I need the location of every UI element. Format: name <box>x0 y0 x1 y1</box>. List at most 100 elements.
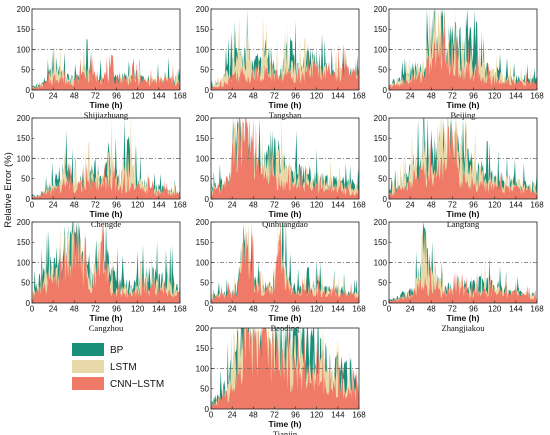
x-tick-label: 96 <box>291 92 300 101</box>
y-tick-label: 200 <box>196 5 210 14</box>
y-tick-label: 150 <box>374 238 388 247</box>
x-tick-label: 96 <box>112 201 121 210</box>
series-area-cnnlstm <box>389 9 537 90</box>
y-tick-label: 150 <box>196 134 210 143</box>
y-tick-label: 200 <box>17 5 31 14</box>
y-tick-label: 0 <box>205 86 210 95</box>
series-area-cnnlstm <box>32 156 180 199</box>
x-tick-label: 72 <box>91 92 100 101</box>
x-tick-label: 24 <box>228 411 237 420</box>
x-tick-label: 0 <box>387 92 392 101</box>
x-tick-label: 24 <box>228 92 237 101</box>
y-tick-label: 200 <box>196 324 210 333</box>
series-areas <box>211 222 359 303</box>
x-tick-label: 120 <box>310 411 324 420</box>
y-tick-label: 200 <box>374 218 388 227</box>
x-axis-label: Time (h) <box>447 209 480 219</box>
y-tick-label: 50 <box>200 279 209 288</box>
series-areas <box>211 9 359 90</box>
x-tick-label: 72 <box>270 201 279 210</box>
x-tick-label: 72 <box>448 92 457 101</box>
y-tick-label: 150 <box>17 134 31 143</box>
panel-city-label: Tianjin <box>273 429 298 435</box>
y-tick-label: 0 <box>383 86 388 95</box>
y-tick-label: 50 <box>200 175 209 184</box>
y-tick-label: 200 <box>374 5 388 14</box>
x-tick-label: 24 <box>49 92 58 101</box>
y-tick-label: 150 <box>374 134 388 143</box>
x-tick-label: 168 <box>352 201 366 210</box>
x-tick-label: 0 <box>209 201 214 210</box>
x-tick-label: 120 <box>488 92 502 101</box>
y-tick-label: 0 <box>26 86 31 95</box>
series-area-cnnlstm <box>389 118 537 199</box>
panel-city-label: Qinhuangdao <box>262 219 308 229</box>
series-area-cnnlstm <box>211 222 359 303</box>
series-area-cnnlstm <box>32 222 180 303</box>
y-tick-label: 200 <box>17 114 31 123</box>
y-tick-label: 100 <box>196 258 210 267</box>
x-axis-label: Time (h) <box>269 313 302 323</box>
y-tick-label: 50 <box>378 279 387 288</box>
y-tick-label: 200 <box>196 218 210 227</box>
panel-chengde: 0 50 100 150 200 0 24 48 72 96 120 144 168 Time (h)Ch… <box>17 114 188 229</box>
legend-label: LSTM <box>110 362 137 373</box>
panel-city-label: Zhangjiakou <box>442 323 486 333</box>
y-tick-label: 150 <box>196 238 210 247</box>
legend-item: CNN−LSTM <box>72 377 164 390</box>
x-tick-label: 48 <box>427 92 436 101</box>
y-tick-label: 50 <box>21 175 30 184</box>
legend: BP LSTM CNN−LSTM <box>72 343 164 390</box>
series-area-bp <box>32 38 180 90</box>
y-tick-label: 200 <box>374 114 388 123</box>
panel-city-label: Shijiazhuang <box>84 110 129 120</box>
panel-city-label: Chengde <box>91 219 121 229</box>
x-tick-label: 168 <box>352 92 366 101</box>
legend-label: BP <box>110 345 124 356</box>
y-tick-label: 50 <box>21 66 30 75</box>
series-area-lstm <box>389 224 537 303</box>
series-area-lstm <box>32 118 180 199</box>
y-tick-label: 150 <box>196 25 210 34</box>
panel-cangzhou: 0 50 100 150 200 0 24 48 72 96 120 144 168 Time (h)Ca… <box>17 218 188 333</box>
x-tick-label: 96 <box>469 305 478 314</box>
series-area-lstm <box>211 13 359 90</box>
legend-item: BP <box>72 343 124 356</box>
panel-beijing: 0 50 100 150 200 0 24 48 72 96 120 144 168 Time (h)Be… <box>374 5 545 120</box>
x-tick-label: 72 <box>448 305 457 314</box>
x-tick-label: 0 <box>30 201 35 210</box>
x-tick-label: 24 <box>406 92 415 101</box>
x-tick-label: 144 <box>509 201 523 210</box>
x-tick-label: 96 <box>291 305 300 314</box>
legend-item: LSTM <box>72 360 137 373</box>
x-tick-label: 0 <box>30 305 35 314</box>
y-tick-label: 0 <box>205 195 210 204</box>
x-tick-label: 24 <box>49 201 58 210</box>
x-tick-label: 96 <box>469 201 478 210</box>
x-tick-label: 144 <box>331 411 345 420</box>
y-tick-label: 200 <box>196 114 210 123</box>
y-tick-label: 100 <box>17 258 31 267</box>
y-tick-label: 100 <box>374 258 388 267</box>
panel-qinhuangdao: 0 50 100 150 200 0 24 48 72 96 120 144 168 Time (h)Qi… <box>196 114 367 229</box>
x-tick-label: 96 <box>291 411 300 420</box>
x-tick-label: 96 <box>291 201 300 210</box>
series-areas <box>211 118 359 199</box>
legend-swatch <box>72 377 104 390</box>
x-tick-label: 0 <box>209 305 214 314</box>
y-tick-label: 50 <box>378 175 387 184</box>
x-tick-label: 168 <box>352 411 366 420</box>
series-areas <box>32 118 180 199</box>
legend-swatch <box>72 343 104 356</box>
series-area-bp <box>32 118 180 199</box>
panel-tianjin: 0 50 100 150 200 0 24 48 72 96 120 144 168 Time (h)Ti… <box>196 324 367 435</box>
y-tick-label: 100 <box>196 364 210 373</box>
x-tick-label: 24 <box>49 305 58 314</box>
y-tick-label: 100 <box>196 45 210 54</box>
x-axis-label: Time (h) <box>269 209 302 219</box>
y-tick-label: 100 <box>374 45 388 54</box>
y-tick-label: 50 <box>200 385 209 394</box>
y-tick-label: 100 <box>374 154 388 163</box>
